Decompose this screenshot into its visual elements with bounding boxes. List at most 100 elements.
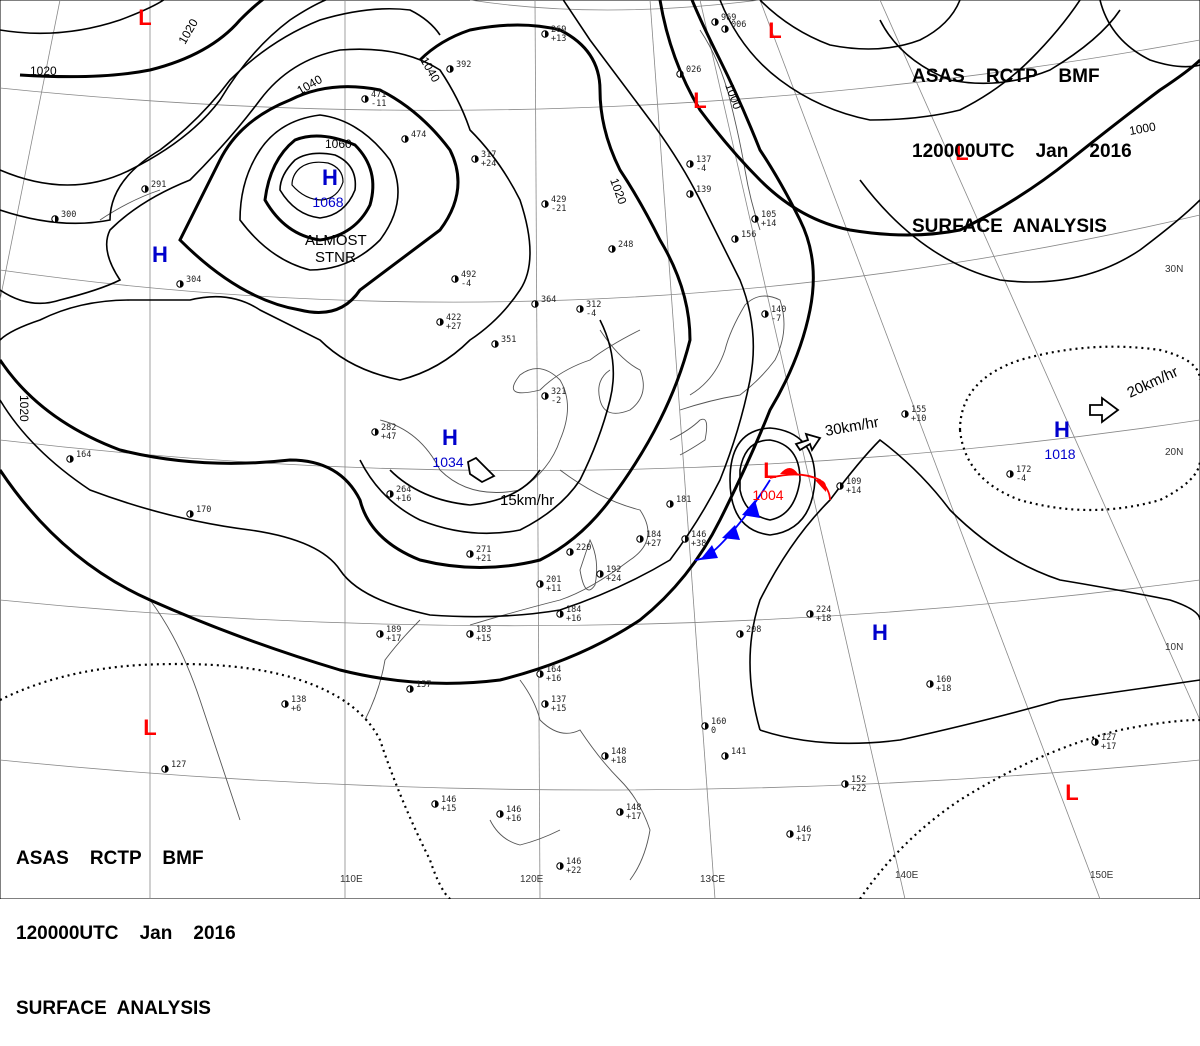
cloud-cover-icon xyxy=(545,700,549,708)
station-plot: 105+14 xyxy=(751,210,776,229)
station-pressure: 321 xyxy=(551,387,566,397)
cloud-cover-icon xyxy=(470,550,474,558)
station-plot: 006 xyxy=(721,20,746,33)
station-plot: 282+47 xyxy=(371,423,396,442)
station-plot: 146+38 xyxy=(681,530,706,549)
center-letter: L xyxy=(955,140,968,165)
cloud-cover-icon xyxy=(145,185,149,193)
station-tendency: +14 xyxy=(846,486,861,496)
cloud-cover-icon xyxy=(685,535,689,543)
cloud-cover-icon xyxy=(475,155,479,163)
station-tendency: +18 xyxy=(816,614,831,624)
station-plot: 157 xyxy=(406,680,431,693)
cloud-cover-icon xyxy=(690,160,694,168)
station-plot: 201+11 xyxy=(536,575,561,594)
isobar-label: 1060 xyxy=(325,137,352,151)
station-plot: 264+16 xyxy=(386,485,411,504)
station-plot: 300 xyxy=(51,210,76,223)
center-letter: H xyxy=(322,165,338,190)
station-plot: 321-2 xyxy=(541,387,566,406)
center-letter: H xyxy=(152,242,168,267)
station-pressure: 184 xyxy=(566,605,581,615)
cloud-cover-icon xyxy=(670,500,674,508)
station-pressure: 248 xyxy=(618,240,633,250)
high-west-center: H xyxy=(152,242,168,267)
station-plot: 471-11 xyxy=(361,90,386,109)
station-pressure: 139 xyxy=(696,185,711,195)
cloud-cover-icon xyxy=(570,548,574,556)
station-tendency: +16 xyxy=(506,814,521,824)
station-plot: 127+17 xyxy=(1091,733,1116,752)
station-tendency: +13 xyxy=(551,34,566,44)
station-plot: 146+17 xyxy=(786,825,811,844)
station-plot: 304 xyxy=(176,275,201,288)
station-plot: 474 xyxy=(401,130,426,143)
high-mongolia-center: H 1068 xyxy=(312,165,343,210)
isobar-label: 1000 xyxy=(1128,119,1157,137)
station-plot: 291 xyxy=(141,180,166,193)
dotted-isobars xyxy=(0,345,1200,899)
station-tendency: +17 xyxy=(386,634,401,644)
station-tendency: 0 xyxy=(711,726,716,736)
station-plot: 160+18 xyxy=(926,675,951,694)
cloud-cover-icon xyxy=(440,318,444,326)
station-pressure: 006 xyxy=(731,20,746,30)
station-plot: 312-4 xyxy=(576,300,601,319)
station-tendency: +38 xyxy=(691,539,706,549)
station-pressure: 291 xyxy=(151,180,166,190)
cloud-cover-icon xyxy=(620,808,624,816)
station-pressure: 152 xyxy=(851,775,866,785)
cloud-cover-icon xyxy=(495,340,499,348)
cloud-cover-icon xyxy=(930,680,934,688)
station-tendency: +15 xyxy=(476,634,491,644)
station-pressure: 969 xyxy=(721,13,736,23)
station-tendency: +47 xyxy=(381,432,396,442)
high-pacific-south-center: H xyxy=(872,620,888,645)
station-plot: 109+14 xyxy=(836,477,861,496)
station-pressure: 201 xyxy=(546,575,561,585)
station-plot: 164+16 xyxy=(536,665,561,684)
header-top-line2: 120000UTC Jan 2016 xyxy=(912,141,1132,162)
station-pressure: 146 xyxy=(506,805,521,815)
cloud-cover-icon xyxy=(1010,470,1014,478)
station-plot: 969 xyxy=(711,13,736,26)
low-ne-center: L xyxy=(955,140,968,165)
latitude-label: 30N xyxy=(1165,264,1183,275)
station-plot: 148+17 xyxy=(616,803,641,822)
station-plot: 317+24 xyxy=(471,150,496,169)
station-pressure: 109 xyxy=(846,477,861,487)
cloud-cover-icon xyxy=(375,428,379,436)
station-plot: 172-4 xyxy=(1006,465,1031,484)
station-plot: 127 xyxy=(161,760,186,773)
station-tendency: +22 xyxy=(851,784,866,794)
cloud-cover-icon xyxy=(605,752,609,760)
arrow-china-icon xyxy=(467,456,496,484)
station-tendency: +15 xyxy=(551,704,566,714)
station-tendency: +16 xyxy=(396,494,411,504)
station-pressure: 189 xyxy=(386,625,401,635)
station-tendency: +16 xyxy=(566,614,581,624)
station-plot: 271+21 xyxy=(466,545,491,564)
coastlines xyxy=(99,29,785,881)
station-pressure: 300 xyxy=(61,210,76,220)
station-pressure: 208 xyxy=(746,625,761,635)
cloud-cover-icon xyxy=(690,190,694,198)
station-pressure: 026 xyxy=(686,65,701,75)
station-plot: 156 xyxy=(731,230,756,243)
station-pressure: 138 xyxy=(291,695,306,705)
station-plot: 164 xyxy=(66,450,91,463)
station-pressure: 351 xyxy=(501,335,516,345)
center-letter: L xyxy=(768,18,781,43)
station-pressure: 474 xyxy=(411,130,426,140)
station-pressure: 141 xyxy=(731,747,746,757)
station-pressure: 155 xyxy=(911,405,926,415)
station-tendency: +18 xyxy=(936,684,951,694)
cloud-cover-icon xyxy=(725,25,729,33)
station-tendency: +24 xyxy=(481,159,496,169)
cloud-cover-icon xyxy=(500,810,504,818)
header-bottom-line2: 120000UTC Jan 2016 xyxy=(16,923,236,944)
station-plot: 146+15 xyxy=(431,795,456,814)
low-nw-corner-center: L xyxy=(138,5,151,30)
station-pressure: 312 xyxy=(586,300,601,310)
station-pressure: 492 xyxy=(461,270,476,280)
